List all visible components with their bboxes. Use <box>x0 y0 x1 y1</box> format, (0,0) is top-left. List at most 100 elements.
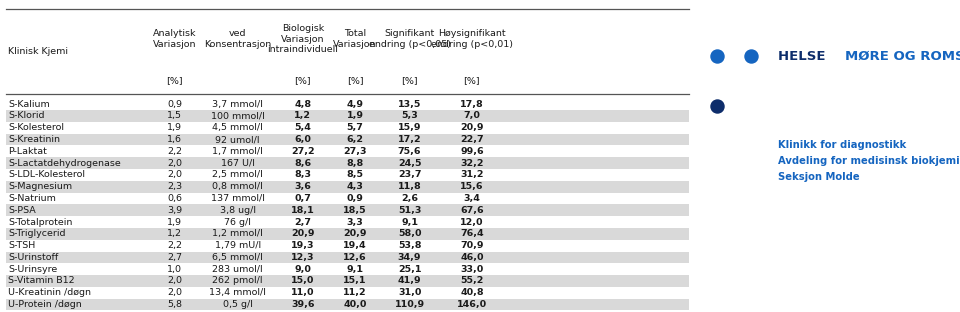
Text: 15,0: 15,0 <box>291 276 315 285</box>
Text: 23,7: 23,7 <box>397 170 421 179</box>
Text: Signifikant
endring (p<0,05): Signifikant endring (p<0,05) <box>369 29 450 49</box>
Text: 41,9: 41,9 <box>397 276 421 285</box>
Text: 3,3: 3,3 <box>347 217 363 227</box>
Text: 1,2 mmol/l: 1,2 mmol/l <box>212 229 263 238</box>
Text: U-Protein /døgn: U-Protein /døgn <box>9 300 83 309</box>
Text: 4,3: 4,3 <box>347 182 364 191</box>
Text: 2,5 mmol/l: 2,5 mmol/l <box>212 170 263 179</box>
Text: 0,5 g/l: 0,5 g/l <box>223 300 252 309</box>
Text: S-Triglycerid: S-Triglycerid <box>9 229 66 238</box>
Text: 92 umol/l: 92 umol/l <box>215 135 260 144</box>
Text: 8,5: 8,5 <box>347 170 364 179</box>
Bar <box>6 251 689 263</box>
Text: Biologisk
Variasjon
intraindividuell: Biologisk Variasjon intraindividuell <box>267 24 338 54</box>
Text: 6,2: 6,2 <box>347 135 364 144</box>
Text: 5,8: 5,8 <box>167 300 182 309</box>
Text: 1,6: 1,6 <box>167 135 182 144</box>
Text: S-Lactatdehydrogenase: S-Lactatdehydrogenase <box>9 158 121 168</box>
Text: 6,5 mmol/l: 6,5 mmol/l <box>212 253 263 262</box>
Text: 4,9: 4,9 <box>347 100 364 109</box>
Text: P-Laktat: P-Laktat <box>9 147 47 156</box>
Bar <box>6 299 689 310</box>
Text: S-LDL-Kolesterol: S-LDL-Kolesterol <box>9 170 85 179</box>
Text: 1,9: 1,9 <box>167 217 182 227</box>
Text: S-Kolesterol: S-Kolesterol <box>9 123 64 132</box>
Text: MØRE OG ROMSDAL: MØRE OG ROMSDAL <box>845 50 960 63</box>
Text: 2,6: 2,6 <box>401 194 419 203</box>
Text: 1,9: 1,9 <box>347 111 364 120</box>
Text: 12,0: 12,0 <box>460 217 484 227</box>
Text: 15,6: 15,6 <box>460 182 484 191</box>
Text: 39,6: 39,6 <box>291 300 315 309</box>
Text: Klinikk for diagnostikk
Avdeling for medisinsk biokjemi
Seksjon Molde: Klinikk for diagnostikk Avdeling for med… <box>778 140 959 182</box>
Text: [%]: [%] <box>295 77 311 85</box>
Text: 3,4: 3,4 <box>464 194 480 203</box>
Text: 1,79 mU/l: 1,79 mU/l <box>215 241 261 250</box>
Text: 2,2: 2,2 <box>167 147 182 156</box>
Text: U-Kreatinin /døgn: U-Kreatinin /døgn <box>9 288 91 297</box>
Text: 12,6: 12,6 <box>343 253 367 262</box>
Text: 110,9: 110,9 <box>395 300 424 309</box>
Text: 15,9: 15,9 <box>397 123 421 132</box>
Text: 15,1: 15,1 <box>344 276 367 285</box>
Text: 9,1: 9,1 <box>401 217 419 227</box>
Text: ved
Konsentrasjon: ved Konsentrasjon <box>204 29 272 49</box>
Text: S-Natrium: S-Natrium <box>9 194 57 203</box>
Text: 146,0: 146,0 <box>457 300 487 309</box>
Text: 3,7 mmol/l: 3,7 mmol/l <box>212 100 263 109</box>
Text: 1,2: 1,2 <box>167 229 182 238</box>
Point <box>709 104 725 109</box>
Text: 3,9: 3,9 <box>167 206 182 215</box>
Text: 76 g/l: 76 g/l <box>225 217 252 227</box>
Text: 0,8 mmol/l: 0,8 mmol/l <box>212 182 263 191</box>
Text: 2,0: 2,0 <box>167 276 182 285</box>
Bar <box>6 110 689 122</box>
Text: S-PSA: S-PSA <box>9 206 36 215</box>
Text: 4,8: 4,8 <box>294 100 311 109</box>
Text: 19,3: 19,3 <box>291 241 315 250</box>
Text: 1,9: 1,9 <box>167 123 182 132</box>
Text: 33,0: 33,0 <box>460 265 484 274</box>
Text: 5,7: 5,7 <box>347 123 364 132</box>
Text: 58,0: 58,0 <box>397 229 421 238</box>
Text: 8,8: 8,8 <box>347 158 364 168</box>
Text: 99,6: 99,6 <box>460 147 484 156</box>
Text: 2,2: 2,2 <box>167 241 182 250</box>
Text: 75,6: 75,6 <box>397 147 421 156</box>
Text: S-Totalprotein: S-Totalprotein <box>9 217 73 227</box>
Text: 12,3: 12,3 <box>291 253 315 262</box>
Text: 1,2: 1,2 <box>295 111 311 120</box>
Text: 20,9: 20,9 <box>460 123 484 132</box>
Text: 18,1: 18,1 <box>291 206 315 215</box>
Text: 13,5: 13,5 <box>397 100 421 109</box>
Text: 53,8: 53,8 <box>397 241 421 250</box>
Text: 40,0: 40,0 <box>344 300 367 309</box>
Text: 2,3: 2,3 <box>167 182 182 191</box>
Text: 67,6: 67,6 <box>460 206 484 215</box>
Bar <box>6 157 689 169</box>
Text: 2,7: 2,7 <box>295 217 311 227</box>
Text: 20,9: 20,9 <box>344 229 367 238</box>
Text: 20,9: 20,9 <box>291 229 315 238</box>
Text: [%]: [%] <box>401 77 418 85</box>
Text: 137 mmol/l: 137 mmol/l <box>211 194 265 203</box>
Text: 31,2: 31,2 <box>460 170 484 179</box>
Text: 8,6: 8,6 <box>294 158 311 168</box>
Text: 9,0: 9,0 <box>295 265 311 274</box>
Text: 34,9: 34,9 <box>397 253 421 262</box>
Text: 55,2: 55,2 <box>460 276 484 285</box>
Text: 40,8: 40,8 <box>460 288 484 297</box>
Text: 1,7 mmol/l: 1,7 mmol/l <box>212 147 263 156</box>
Text: 51,3: 51,3 <box>397 206 421 215</box>
Text: 76,4: 76,4 <box>460 229 484 238</box>
Text: 283 umol/l: 283 umol/l <box>212 265 263 274</box>
Text: 27,2: 27,2 <box>291 147 315 156</box>
Bar <box>6 275 689 287</box>
Text: [%]: [%] <box>347 77 363 85</box>
Text: HELSE: HELSE <box>778 50 830 63</box>
Text: Total
Variasjon: Total Variasjon <box>333 29 376 49</box>
Text: 8,3: 8,3 <box>295 170 311 179</box>
Point <box>709 54 725 59</box>
Text: 1,5: 1,5 <box>167 111 182 120</box>
Bar <box>6 228 689 240</box>
